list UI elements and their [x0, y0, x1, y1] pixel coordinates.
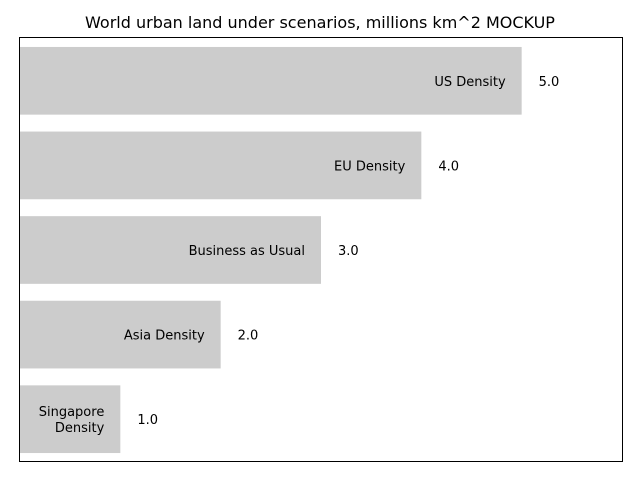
bar-2: [20, 216, 321, 284]
bar-0: [20, 46, 522, 115]
bar-1: [20, 131, 422, 200]
bar-3: [20, 300, 221, 369]
value-label-4: 1.0: [137, 413, 158, 428]
category-label-line: Density: [55, 421, 105, 436]
bars-group: US Density 5.0 EU Density 4.0 Business as Us…: [20, 46, 560, 454]
chart-title: World urban land under scenarios, millio…: [85, 13, 555, 32]
value-label-1: 4.0: [438, 159, 459, 174]
value-label-3: 2.0: [238, 329, 259, 344]
category-label-line: Singapore: [39, 405, 105, 420]
category-label-0: US Density: [434, 75, 506, 90]
value-label-0: 5.0: [539, 75, 560, 90]
category-label-2: Business as Usual: [189, 244, 305, 259]
category-label-3: Asia Density: [124, 329, 205, 344]
category-label-line: Asia Density: [124, 329, 205, 344]
category-label-1: EU Density: [334, 159, 406, 174]
value-label-2: 3.0: [338, 244, 359, 259]
category-label-line: Business as Usual: [189, 244, 305, 259]
category-label-4: Singapore Density: [39, 405, 105, 436]
category-label-line: EU Density: [334, 159, 406, 174]
plot-frame: [19, 37, 623, 462]
category-label-line: US Density: [434, 75, 506, 90]
bar-4: [20, 385, 121, 454]
